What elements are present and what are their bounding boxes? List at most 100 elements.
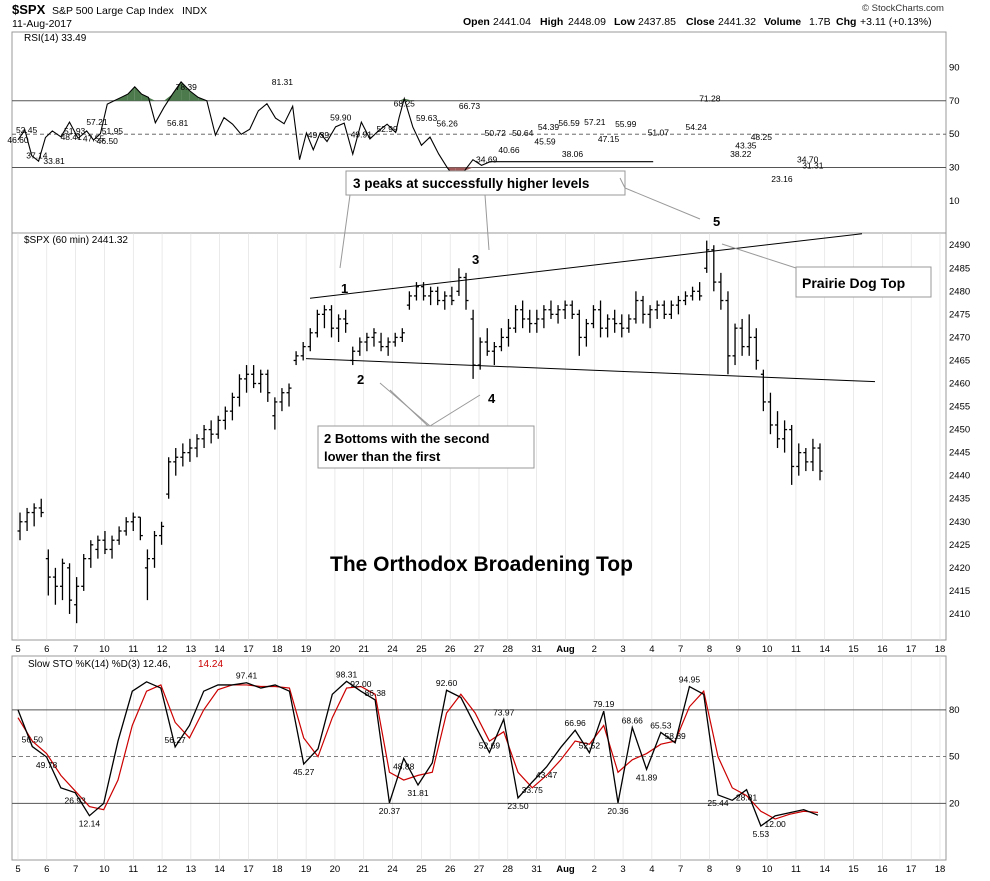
stoch-x-tick-label: 12 (157, 864, 168, 875)
rsi-point-label: 46.60 (7, 135, 29, 145)
stoch-x-tick-label: 10 (99, 864, 110, 875)
price-x-tick-label: 10 (762, 644, 773, 655)
chg-value: +3.11 (+0.13%) (860, 16, 932, 28)
bottoms-callout-line2: lower than the first (324, 449, 441, 464)
price-x-tick-label: 11 (791, 644, 801, 655)
rsi-point-label: 43.35 (735, 140, 757, 150)
stoch-x-tick-label: 26 (445, 864, 456, 875)
price-x-tick-label: 8 (707, 644, 712, 655)
rsi-point-label: 51.95 (102, 126, 124, 136)
rsi-y-tick-label: 90 (949, 62, 960, 73)
price-x-tick-label: 4 (649, 644, 654, 655)
stoch-point-label: 52.52 (579, 741, 601, 751)
low-value: 2437.85 (638, 16, 676, 28)
stoch-k-line (17, 680, 819, 828)
stoch-point-label: 12.00 (765, 819, 787, 829)
stoch-x-tick-label: 21 (358, 864, 369, 875)
stoch-d-line (17, 684, 819, 820)
price-y-tick-label: 2440 (949, 471, 970, 482)
stoch-point-label: 94.95 (679, 675, 701, 685)
rsi-point-label: 48.25 (751, 132, 773, 142)
stoch-point-label: 12.14 (79, 819, 101, 829)
stoch-point-label: 26.93 (65, 796, 87, 806)
price-x-tick-label: 16 (877, 644, 888, 655)
stoch-point-label: 45.27 (293, 767, 315, 777)
rsi-point-label: 45.59 (534, 137, 556, 147)
price-y-tick-label: 2455 (949, 402, 970, 413)
rsi-point-label: 78.39 (176, 82, 198, 92)
stoch-point-label: 52.69 (479, 740, 501, 750)
peak3-pointer (484, 194, 496, 251)
stoch-point-label: 65.53 (650, 720, 672, 730)
stoch-x-tick-label: 27 (474, 864, 485, 875)
price-x-tick-label: 9 (736, 644, 741, 655)
stoch-point-label: 23.50 (507, 801, 529, 811)
price-y-tick-label: 2435 (949, 494, 970, 505)
stoch-point-label: 92.60 (436, 678, 458, 688)
stoch-point-label: 20.36 (607, 806, 629, 816)
stoch-x-tick-label: 16 (877, 864, 888, 875)
price-y-tick-label: 2430 (949, 517, 970, 528)
rsi-point-label: 57.21 (86, 117, 108, 127)
stoch-x-tick-label: Aug (556, 864, 575, 875)
stoch-point-label: 68.66 (622, 716, 644, 726)
price-x-tick-label: 20 (330, 644, 341, 655)
price-x-tick-label: 14 (819, 644, 830, 655)
price-x-tick-label: 14 (214, 644, 225, 655)
rsi-point-label: 66.73 (459, 101, 481, 111)
chart-date: 11-Aug-2017 (12, 18, 72, 30)
exchange-label: INDX (182, 5, 207, 17)
rsi-point-label: 51.93 (64, 126, 86, 136)
stoch-x-tick-label: 31 (531, 864, 542, 875)
price-x-tick-label: 19 (301, 644, 312, 655)
price-x-tick-label: 12 (157, 644, 168, 655)
price-x-tick-label: 21 (358, 644, 369, 655)
price-x-tick-label: 28 (503, 644, 514, 655)
stoch-point-label: 31.81 (407, 788, 429, 798)
stoch-y-tick-label: 80 (949, 705, 960, 716)
price-x-tick-label: 24 (387, 644, 398, 655)
stoch-x-tick-label: 11 (791, 864, 801, 875)
price-x-tick-label: 17 (243, 644, 254, 655)
stoch-x-tick-label: 13 (186, 864, 197, 875)
price-y-tick-label: 2480 (949, 286, 970, 297)
rsi-line (17, 81, 654, 180)
stoch-x-tick-label: 18 (935, 864, 946, 875)
price-y-tick-label: 2420 (949, 563, 970, 574)
rsi-point-label: 57.21 (584, 117, 606, 127)
rsi-point-label: 50.64 (512, 128, 534, 138)
stoch-x-tick-label: 9 (736, 864, 741, 875)
stoch-point-label: 43.47 (536, 770, 558, 780)
rsi-point-label: 47.15 (598, 134, 620, 144)
rsi-point-label: 59.63 (416, 113, 438, 123)
rsi-y-tick-label: 50 (949, 129, 960, 140)
close-label: Close (686, 16, 715, 28)
price-x-tick-label: 7 (73, 644, 78, 655)
stoch-x-tick-label: 7 (678, 864, 683, 875)
volume-label: Volume (764, 16, 801, 28)
stoch-x-tick-label: 11 (128, 864, 138, 875)
chg-label: Chg (836, 16, 856, 28)
stoch-point-label: 49.78 (36, 760, 58, 770)
rsi-point-label: 59.90 (330, 113, 352, 123)
rsi-point-label: 33.81 (43, 156, 65, 166)
ohlc-summary: Open 2441.04 High 2448.09 Low 2437.85 Cl… (463, 16, 932, 28)
price-x-tick-label: 27 (474, 644, 485, 655)
stoch-x-tick-label: 19 (301, 864, 312, 875)
rsi-y-tick-label: 10 (949, 196, 960, 207)
price-y-tick-label: 2410 (949, 609, 970, 620)
stoch-x-tick-label: 24 (387, 864, 398, 875)
rsi-y-tick-label: 70 (949, 96, 960, 107)
rsi-overbought-fill (163, 94, 173, 101)
stoch-point-label: 33.75 (522, 785, 544, 795)
stoch-x-tick-label: 25 (416, 864, 427, 875)
price-y-tick-label: 2445 (949, 448, 970, 459)
volume-value: 1.7B (809, 16, 831, 28)
price-x-tick-label: 26 (445, 644, 456, 655)
rsi-overbought-fill (172, 81, 182, 101)
rsi-point-label: 37.14 (26, 151, 48, 161)
rsi-point-label: 56.26 (437, 119, 459, 129)
rsi-overbought-fill (121, 94, 128, 101)
